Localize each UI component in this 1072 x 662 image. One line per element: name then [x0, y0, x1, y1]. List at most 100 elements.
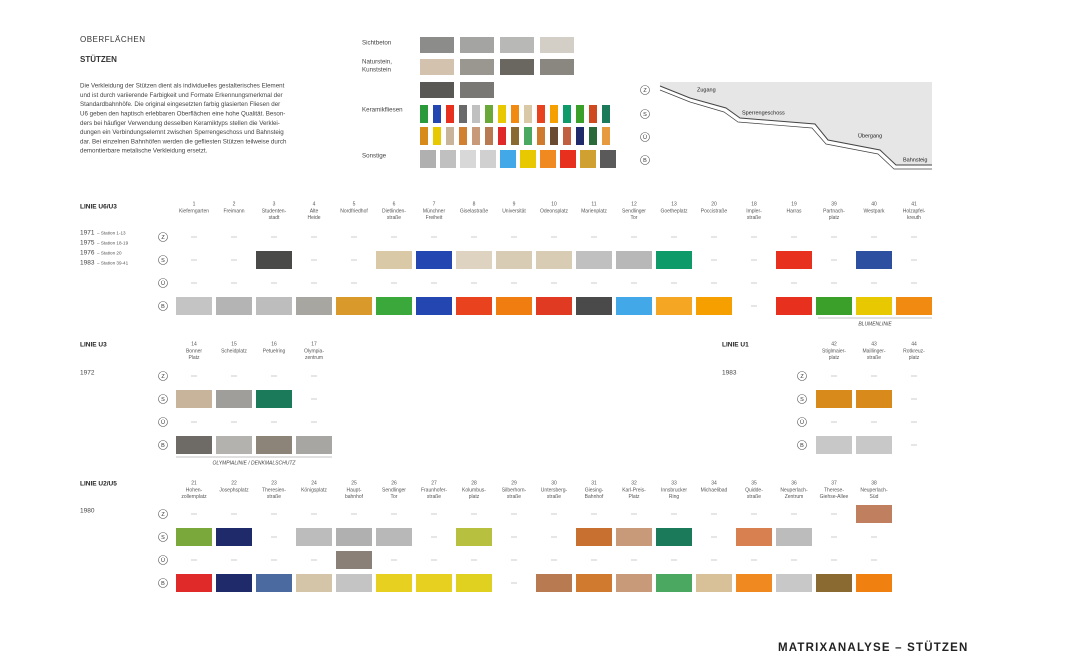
station-number: 15	[231, 341, 237, 347]
ground	[660, 82, 932, 165]
surface-swatch	[176, 436, 212, 454]
level-marker	[158, 278, 168, 288]
section: OBERFLÄCHEN	[80, 35, 146, 44]
level-marker	[158, 232, 168, 242]
section-line	[659, 85, 932, 166]
station-name: Bahnhof	[585, 494, 604, 500]
station-name: Kieferngarten	[179, 208, 209, 214]
station-number: 32	[631, 480, 637, 486]
level-label: B	[800, 443, 804, 449]
material-swatch	[420, 127, 428, 145]
station-name: Süd	[870, 494, 879, 500]
surface-swatch	[376, 528, 412, 546]
station-name: straße	[867, 355, 881, 361]
station-number: 44	[911, 341, 917, 347]
station-number: 16	[271, 341, 277, 347]
level-marker	[158, 555, 168, 565]
surface-swatch	[576, 574, 612, 592]
surface-swatch	[536, 574, 572, 592]
material-swatch	[524, 105, 532, 123]
material-swatch	[420, 105, 428, 123]
annotation: BLUMENLINIE	[858, 321, 892, 327]
paragraph-line: U6 geben den haptisch erlebbaren Oberflä…	[80, 111, 285, 118]
station-name: straße	[267, 494, 281, 500]
station-number: 25	[351, 480, 357, 486]
material-swatch	[498, 127, 506, 145]
surface-swatch	[216, 574, 252, 592]
material-swatch	[520, 150, 536, 168]
surface-swatch	[656, 251, 692, 269]
station-number: 37	[831, 480, 837, 486]
material-label: Kunststein	[362, 67, 391, 74]
surface-swatch	[256, 436, 292, 454]
station-name: Sendlinger	[382, 487, 406, 493]
material-swatch	[563, 105, 571, 123]
station-number: 22	[231, 480, 237, 486]
year-note: – Station 1-13	[97, 231, 126, 236]
surface-swatch	[616, 574, 652, 592]
surface-swatch	[816, 574, 852, 592]
level-marker	[158, 255, 168, 265]
paragraph-line: dar. Bei einzelnen Bahnhöfen werden die …	[80, 138, 287, 145]
material-swatch	[540, 37, 574, 53]
year-note: – Station 18-19	[97, 241, 129, 246]
station-name: Königsplatz	[301, 487, 327, 493]
station-number: 39	[831, 201, 837, 207]
station-name: platz	[829, 355, 840, 361]
station-name: Goetheplatz	[661, 208, 688, 214]
material-swatch	[500, 59, 534, 75]
station-name: Josephsplatz	[219, 487, 249, 493]
year-note: – Station 39-41	[97, 261, 129, 266]
station-name: straße	[387, 215, 401, 221]
surface-swatch	[296, 528, 332, 546]
station-number: 26	[391, 480, 397, 486]
station-name: Sendlinger	[622, 208, 646, 214]
level-marker	[158, 417, 168, 427]
surface-swatch	[856, 390, 892, 408]
surface-swatch	[296, 436, 332, 454]
station-name: Holzapfel-	[903, 208, 926, 214]
station-number: 40	[871, 201, 877, 207]
level-marker	[158, 578, 168, 588]
material-label: Naturstein,	[362, 59, 392, 66]
surface-swatch	[856, 251, 892, 269]
section-line	[659, 89, 932, 170]
station-name: bahnhof	[345, 494, 364, 500]
station-name: Karl-Preis-	[622, 487, 646, 493]
surface-swatch	[376, 297, 412, 315]
surface-swatch	[256, 390, 292, 408]
material-swatch	[540, 59, 574, 75]
surface-swatch	[816, 297, 852, 315]
station-number: 10	[551, 201, 557, 207]
material-swatch	[420, 150, 436, 168]
station-name: Tor	[391, 494, 398, 500]
surface-swatch	[416, 297, 452, 315]
station-name: Zentrum	[785, 494, 804, 500]
material-swatch	[563, 127, 571, 145]
station-name: Freiheit	[426, 215, 443, 221]
level-label: Ü	[161, 557, 165, 564]
surface-swatch	[376, 251, 412, 269]
station-number: 36	[791, 480, 797, 486]
surface-swatch	[216, 297, 252, 315]
material-swatch	[576, 127, 584, 145]
station-name: Studenten-	[262, 208, 287, 214]
surface-swatch	[216, 390, 252, 408]
level-label: Z	[800, 374, 804, 380]
station-name: platz	[469, 494, 480, 500]
paragraph-line: ders bei häufiger Verwendung desselben K…	[80, 120, 280, 127]
station-number: 24	[311, 480, 317, 486]
title: STÜTZEN	[80, 55, 117, 64]
material-swatch	[446, 127, 454, 145]
surface-swatch	[376, 574, 412, 592]
level-marker	[158, 371, 168, 381]
year-note: – Station 20	[97, 251, 122, 256]
level-label: B	[643, 158, 647, 164]
surface-swatch	[216, 528, 252, 546]
material-swatch	[511, 105, 519, 123]
station-name: Neuperlach-	[860, 487, 888, 493]
level-label: Ü	[643, 134, 647, 141]
surface-swatch	[216, 436, 252, 454]
station-name: Theresien-	[262, 487, 286, 493]
